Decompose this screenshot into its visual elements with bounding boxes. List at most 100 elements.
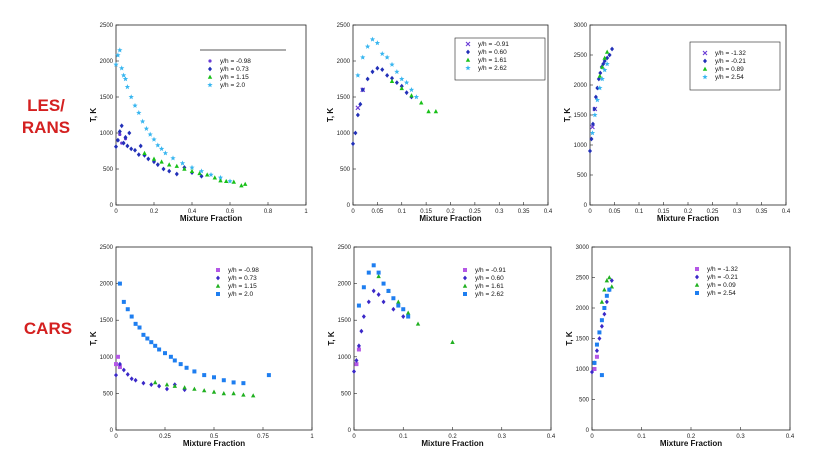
legend-marker: [462, 283, 468, 288]
y-tick-label: 1500: [100, 318, 114, 324]
data-point: [189, 168, 195, 173]
y-tick-label: 500: [579, 398, 590, 404]
x-tick-label: 0: [114, 434, 118, 440]
data-point: [179, 160, 186, 166]
x-tick-label: 0: [351, 209, 355, 215]
data-point: [141, 332, 146, 337]
series-1: [114, 354, 122, 370]
series-2: [114, 123, 204, 179]
data-point: [371, 263, 376, 268]
y-tick-label: 1000: [100, 355, 114, 361]
data-point: [121, 299, 126, 304]
x-tick-label: 0.4: [547, 434, 556, 440]
data-point: [114, 362, 118, 367]
data-point: [141, 380, 146, 386]
legend-marker: [207, 82, 213, 88]
data-point: [599, 318, 604, 323]
legend-marker: [216, 292, 220, 296]
data-point: [604, 299, 609, 305]
data-point: [356, 303, 361, 308]
y-axis-label: T, K: [563, 108, 572, 122]
legend-entry: y/h = -0.98: [228, 267, 259, 274]
x-tick-label: 0.1: [398, 209, 407, 215]
data-point: [595, 85, 600, 91]
data-point: [356, 343, 361, 349]
data-point: [376, 292, 381, 297]
data-point: [202, 388, 207, 393]
y-tick-label: 1500: [574, 113, 588, 119]
data-point: [394, 80, 399, 85]
y-axis-label: T, K: [89, 331, 98, 345]
data-point: [380, 67, 385, 73]
data-point: [394, 69, 400, 75]
x-tick-label: 0.3: [736, 434, 745, 440]
data-point: [358, 101, 363, 107]
x-tick-label: 0.15: [420, 209, 432, 215]
series-3: [142, 150, 248, 188]
x-tick-label: 0: [114, 209, 118, 215]
y-tick-label: 0: [347, 203, 351, 209]
x-tick-label: 0.4: [544, 209, 553, 215]
x-tick-label: 0.3: [495, 209, 504, 215]
data-point: [163, 351, 167, 356]
legend-entry: y/h = -0.91: [478, 41, 509, 48]
x-tick-label: 0.25: [707, 209, 719, 215]
legend-entry: y/h = 2.62: [478, 65, 507, 72]
series-3: [153, 380, 256, 398]
x-tick-label: 0.1: [399, 434, 408, 440]
data-point: [174, 171, 179, 177]
x-tick-label: 0.25: [469, 209, 481, 215]
y-tick-label: 1500: [337, 95, 351, 101]
series-1: [592, 354, 599, 371]
data-point: [122, 76, 129, 82]
legend-entry: y/h = 0.60: [478, 49, 507, 56]
x-tick-label: 0.2: [684, 209, 693, 215]
chart-panel-2: 0 500 1000 1500 2000 2500 0 0.05 0.1 0.15 0.2 0.25 0…: [326, 23, 553, 223]
data-point: [597, 73, 602, 78]
data-point: [602, 55, 607, 60]
data-point: [403, 79, 410, 85]
data-point: [356, 347, 361, 352]
x-tick-label: 0.05: [372, 209, 384, 215]
data-point: [158, 146, 165, 152]
legend-entry: y/h = -0.98: [220, 58, 251, 65]
data-point: [211, 389, 217, 394]
y-tick-label: 2000: [576, 306, 590, 312]
data-point: [149, 340, 154, 345]
data-point: [138, 143, 143, 149]
y-tick-label: 2500: [576, 276, 590, 282]
data-point: [119, 65, 125, 71]
data-point: [151, 156, 157, 161]
data-point: [117, 129, 122, 134]
data-point: [202, 373, 207, 378]
y-tick-label: 500: [341, 391, 352, 397]
data-point: [390, 75, 394, 81]
data-point: [198, 168, 205, 174]
x-axis-label: Mixture Fraction: [183, 439, 245, 448]
y-tick-label: 2000: [338, 282, 352, 288]
x-axis-label: Mixture Fraction: [421, 439, 483, 448]
data-point: [192, 386, 197, 391]
legend-marker: [465, 57, 471, 62]
data-point: [376, 273, 381, 279]
data-point: [132, 102, 138, 108]
data-point: [389, 61, 395, 67]
y-tick-label: 1500: [338, 318, 352, 324]
data-point: [359, 328, 364, 334]
data-point: [205, 172, 210, 177]
data-point: [164, 382, 170, 387]
series-4: [113, 47, 233, 184]
x-tick-label: 0.75: [257, 434, 269, 440]
data-point: [152, 159, 156, 165]
y-tick-label: 2000: [100, 59, 114, 65]
data-point: [354, 362, 359, 367]
data-point: [117, 365, 122, 370]
data-point: [609, 284, 614, 289]
data-point: [598, 70, 603, 76]
series-1: [354, 347, 361, 367]
data-point: [117, 361, 122, 367]
data-point: [117, 281, 122, 286]
data-point: [361, 314, 366, 319]
data-point: [374, 40, 381, 46]
legend-marker: [695, 274, 699, 280]
